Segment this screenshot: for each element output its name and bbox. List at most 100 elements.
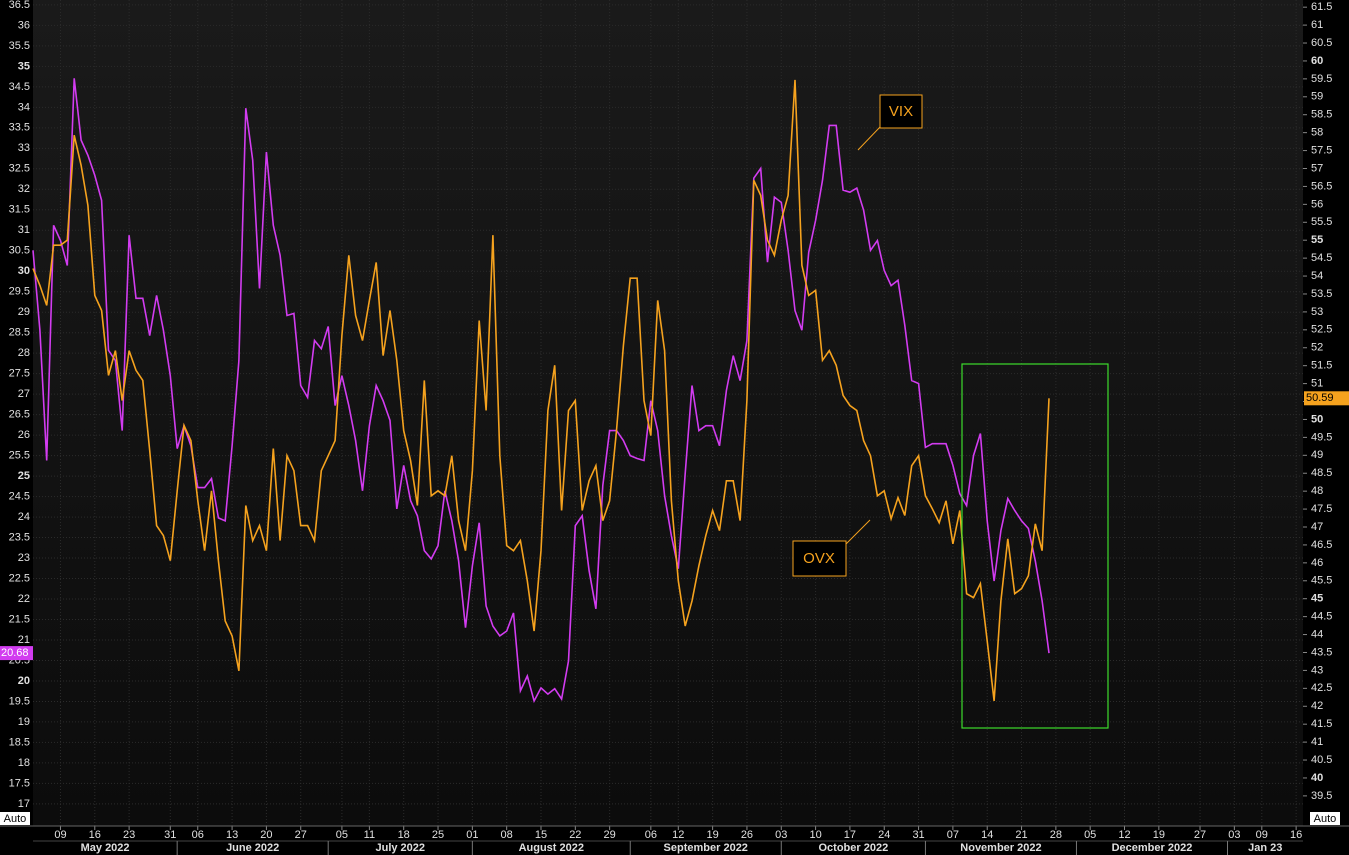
series-line	[32, 78, 1050, 704]
scale-mode-label[interactable]: Auto	[4, 813, 27, 825]
x-tick-label: 27	[1194, 829, 1206, 841]
x-tick-label: 23	[123, 829, 135, 841]
y2-tick-label: 48	[1311, 485, 1323, 497]
x-tick-label: 06	[645, 829, 657, 841]
x-tick-label: 03	[1228, 829, 1240, 841]
y2-tick-label: 57.5	[1311, 144, 1332, 156]
x-tick-label: 15	[535, 829, 547, 841]
x-tick-label: 27	[295, 829, 307, 841]
x-tick-label: 28	[1050, 829, 1062, 841]
x-tick-label: 09	[54, 829, 66, 841]
y2-tick-label: 49.5	[1311, 431, 1332, 443]
y2-tick-label: 52	[1311, 342, 1323, 354]
x-tick-label: 19	[706, 829, 718, 841]
y-tick-label: 18.5	[9, 736, 30, 748]
y-tick-label: 28.5	[9, 327, 30, 339]
month-label: June 2022	[226, 842, 279, 854]
y2-tick-label: 47	[1311, 521, 1323, 533]
lines	[32, 78, 1050, 704]
last-value-tag	[0, 646, 33, 661]
y-tick-label: 27.5	[9, 368, 30, 380]
y2-tick-label: 41.5	[1311, 718, 1332, 730]
last-value-tag	[1304, 391, 1349, 406]
y-tick-label: 36.5	[9, 0, 30, 11]
annotation-box	[792, 540, 847, 577]
y-tick-label: 35.5	[9, 40, 30, 52]
y2-tick-label: 42.5	[1311, 682, 1332, 694]
y-tick-label: 30.5	[9, 245, 30, 257]
y-tick-label: 31.5	[9, 204, 30, 216]
x-tick-label: 16	[1290, 829, 1302, 841]
scale-mode-button[interactable]	[0, 812, 30, 825]
x-tick-label: 12	[1118, 829, 1130, 841]
y2-tick-label: 46	[1311, 557, 1323, 569]
y-tick-label: 30	[18, 265, 30, 277]
annotation-leader	[845, 519, 871, 545]
last-value-label: 20.68	[1, 647, 29, 659]
y2-tick-label: 61	[1311, 19, 1323, 31]
x-tick-label: 14	[981, 829, 993, 841]
y-tick-label: 21.5	[9, 613, 30, 625]
x-tick-label: 09	[1256, 829, 1268, 841]
y2-tick-label: 45	[1311, 593, 1323, 605]
y-tick-label: 29	[18, 306, 30, 318]
y2-tick-label: 47.5	[1311, 503, 1332, 515]
y2-tick-label: 44	[1311, 628, 1323, 640]
y-tick-label: 24.5	[9, 490, 30, 502]
month-label: October 2022	[818, 842, 888, 854]
annotation-box	[879, 94, 923, 129]
x-tick-label: 19	[1153, 829, 1165, 841]
month-label: November 2022	[960, 842, 1041, 854]
y-tick-label: 23	[18, 552, 30, 564]
y2-tick-label: 51.5	[1311, 360, 1332, 372]
y2-tick-label: 57	[1311, 162, 1323, 174]
month-label: May 2022	[81, 842, 130, 854]
annotation-text: OVX	[803, 550, 835, 567]
x-tick-label: 07	[947, 829, 959, 841]
x-tick-label: 05	[1084, 829, 1096, 841]
y2-tick-label: 45.5	[1311, 575, 1332, 587]
month-label: Jan 23	[1248, 842, 1282, 854]
x-tick-label: 03	[775, 829, 787, 841]
y2-tick-label: 58.5	[1311, 109, 1332, 121]
x-tick-label: 12	[672, 829, 684, 841]
y-tick-label: 29.5	[9, 286, 30, 298]
y2-tick-label: 41	[1311, 736, 1323, 748]
y-tick-label: 33	[18, 142, 30, 154]
y2-tick-label: 60	[1311, 55, 1323, 67]
y-tick-label: 32	[18, 183, 30, 195]
last-value-label: 50.59	[1306, 392, 1334, 404]
y-tick-label: 25.5	[9, 450, 30, 462]
y2-tick-label: 43.5	[1311, 646, 1332, 658]
y-tick-label: 23.5	[9, 531, 30, 543]
annotation-text: VIX	[889, 103, 913, 120]
y-tick-label: 32.5	[9, 163, 30, 175]
x-tick-label: 31	[912, 829, 924, 841]
y2-tick-label: 53	[1311, 306, 1323, 318]
y-tick-label: 17	[18, 798, 30, 810]
x-tick-label: 26	[741, 829, 753, 841]
x-tick-label: 24	[878, 829, 890, 841]
x-tick-label: 25	[432, 829, 444, 841]
x-tick-label: 13	[226, 829, 238, 841]
scale-mode-button[interactable]	[1310, 812, 1340, 825]
y2-tick-label: 50	[1311, 413, 1323, 425]
x-tick-label: 06	[192, 829, 204, 841]
y-tick-label: 34.5	[9, 81, 30, 93]
x-tick-label: 18	[398, 829, 410, 841]
y-tick-label: 19	[18, 716, 30, 728]
y-tick-label: 25	[18, 470, 30, 482]
y-tick-label: 28	[18, 347, 30, 359]
y2-tick-label: 40	[1311, 772, 1323, 784]
y-tick-label: 36	[18, 19, 30, 31]
y2-tick-label: 59	[1311, 91, 1323, 103]
month-label: September 2022	[664, 842, 748, 854]
y-tick-label: 18	[18, 757, 30, 769]
y2-tick-label: 61.5	[1311, 1, 1332, 13]
y-tick-label: 19.5	[9, 695, 30, 707]
y2-tick-label: 56.5	[1311, 180, 1332, 192]
series-line	[32, 79, 1050, 701]
scale-mode-label[interactable]: Auto	[1314, 813, 1337, 825]
y2-tick-label: 53.5	[1311, 288, 1332, 300]
y2-tick-label: 55	[1311, 234, 1323, 246]
